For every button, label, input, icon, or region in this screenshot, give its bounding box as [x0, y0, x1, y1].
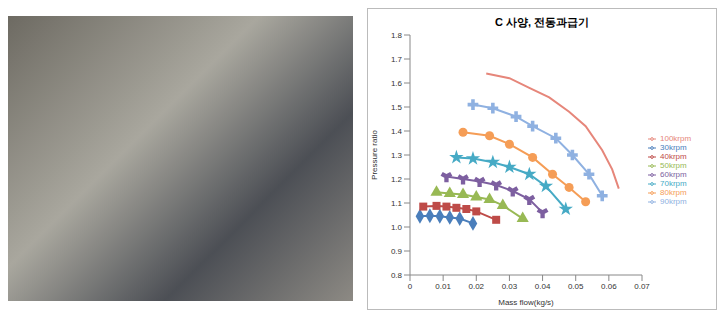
svg-text:1.8: 1.8 — [391, 31, 403, 40]
html-text:70krpm: 70krpm — [660, 179, 687, 188]
svg-text:1.5: 1.5 — [391, 103, 403, 112]
svg-text:0.06: 0.06 — [601, 282, 617, 291]
html-text:40krpm: 40krpm — [660, 152, 687, 161]
html-text:30krpm: 30krpm — [660, 143, 687, 152]
svg-text:0.03: 0.03 — [502, 282, 518, 291]
svg-text:1.7: 1.7 — [391, 55, 403, 64]
html-text:C 사양, 전동과급기: C 사양, 전동과급기 — [494, 16, 590, 28]
svg-text:0.8: 0.8 — [391, 271, 403, 280]
svg-text:0.02: 0.02 — [468, 282, 484, 291]
html-text:50krpm: 50krpm — [660, 161, 687, 170]
svg-text:1.6: 1.6 — [391, 79, 403, 88]
svg-text:1.1: 1.1 — [391, 199, 403, 208]
html-text:60krpm: 60krpm — [660, 170, 687, 179]
svg-text:0.9: 0.9 — [391, 247, 403, 256]
svg-text:1.0: 1.0 — [391, 223, 403, 232]
svg-text:1.2: 1.2 — [391, 175, 403, 184]
html-text:90krpm: 90krpm — [660, 197, 687, 206]
svg-text:1.4: 1.4 — [391, 127, 403, 136]
svg-text:Pressure ratio: Pressure ratio — [370, 130, 379, 180]
svg-text:Mass flow(kg/s): Mass flow(kg/s) — [498, 298, 554, 307]
svg-text:0.01: 0.01 — [435, 282, 451, 291]
svg-text:0: 0 — [408, 282, 413, 291]
svg-text:1.3: 1.3 — [391, 151, 403, 160]
html-text:80krpm: 80krpm — [660, 188, 687, 197]
svg-text:0.07: 0.07 — [634, 282, 650, 291]
svg-text:0.05: 0.05 — [568, 282, 584, 291]
html-text:100krpm: 100krpm — [660, 134, 692, 143]
svg-text:0.04: 0.04 — [535, 282, 551, 291]
